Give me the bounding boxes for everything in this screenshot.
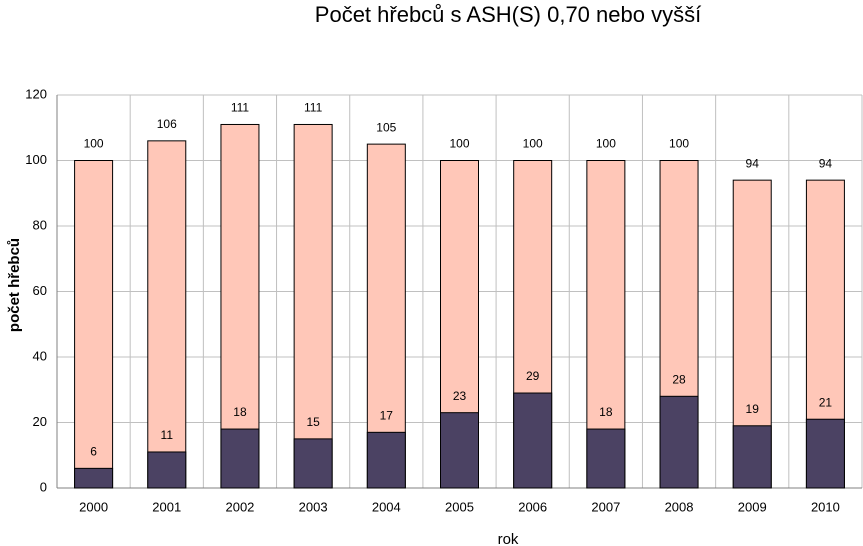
bar: [805, 418, 845, 489]
bar: [513, 392, 553, 489]
y-axis-label: počet hřebců: [6, 238, 23, 332]
bar: [147, 451, 187, 489]
x-tick-label: 2000: [79, 499, 108, 514]
x-tick-label: 2005: [445, 499, 474, 514]
bar: [366, 143, 406, 489]
data-label: 19: [746, 402, 760, 416]
bar: [220, 428, 260, 489]
data-label: 6: [90, 445, 97, 459]
data-label: 100: [596, 137, 616, 151]
y-tick-label: 80: [33, 217, 47, 232]
y-tick-label: 20: [33, 414, 47, 429]
data-label: 105: [376, 120, 396, 134]
data-label: 17: [380, 408, 394, 422]
x-tick-label: 2003: [299, 499, 328, 514]
x-tick-label: 2010: [811, 499, 840, 514]
data-label: 18: [599, 405, 613, 419]
data-label: 100: [523, 137, 543, 151]
data-label: 111: [231, 101, 250, 115]
x-axis-label: rok: [498, 531, 519, 546]
chart-title: Počet hřebců s ASH(S) 0,70 nebo vyšší: [315, 2, 701, 27]
bar: [732, 425, 772, 489]
y-tick-label: 120: [25, 86, 47, 101]
data-label: 94: [819, 156, 833, 170]
data-label: 18: [233, 405, 247, 419]
data-label: 111: [304, 101, 323, 115]
bar: [74, 160, 114, 489]
bar: [293, 123, 333, 489]
data-label: 106: [157, 117, 177, 131]
bar: [366, 431, 406, 489]
bar: [147, 140, 187, 489]
y-tick-label: 0: [40, 479, 47, 494]
data-label: 28: [672, 372, 686, 386]
data-label: 100: [669, 137, 689, 151]
bar: [659, 395, 699, 489]
bar: [440, 412, 479, 489]
y-tick-label: 60: [33, 283, 47, 298]
data-label: 29: [526, 369, 540, 383]
data-label: 100: [84, 137, 104, 151]
data-label: 21: [819, 395, 833, 409]
x-tick-label: 2004: [372, 499, 401, 514]
x-tick-label: 2006: [518, 499, 547, 514]
data-label: 23: [453, 389, 467, 403]
y-tick-label: 100: [25, 152, 47, 167]
data-label: 15: [306, 415, 320, 429]
bar: [293, 438, 333, 489]
y-tick-label: 40: [33, 348, 47, 363]
data-label: 100: [449, 137, 469, 151]
x-tick-label: 2007: [591, 499, 620, 514]
x-tick-label: 2002: [225, 499, 254, 514]
x-tick-label: 2001: [152, 499, 181, 514]
x-tick-label: 2008: [665, 499, 694, 514]
data-label: 94: [746, 156, 760, 170]
bar: [220, 123, 260, 489]
data-label: 11: [161, 428, 174, 442]
bar: [586, 428, 626, 489]
x-tick-label: 2009: [738, 499, 767, 514]
bar: [74, 467, 114, 489]
